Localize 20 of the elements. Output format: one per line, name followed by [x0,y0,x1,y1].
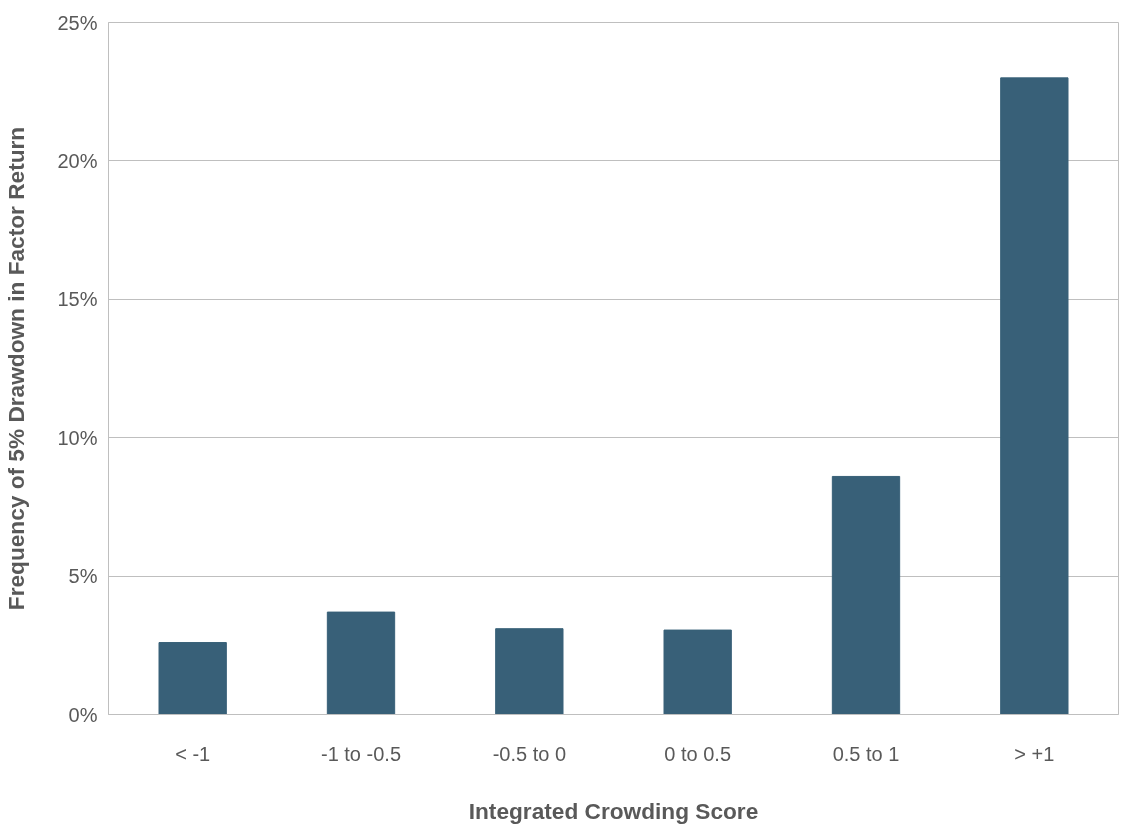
y-axis-title: Frequency of 5% Drawdown in Factor Return [3,126,30,611]
bar [831,475,901,715]
bar [326,611,396,715]
x-tick-label: 0 to 0.5 [664,742,732,765]
y-tick-label: 5% [68,565,98,588]
y-tick-label: 25% [57,11,98,34]
bar [1000,77,1069,715]
bar [158,642,227,715]
y-tick-label: 20% [57,149,98,172]
y-tick-label: 0% [68,703,98,726]
x-tick-label: -1 to -0.5 [320,742,402,765]
x-tick-label: -0.5 to 0 [492,742,567,765]
y-tick-label: 10% [57,426,98,449]
bar [495,628,564,715]
x-tick-label: < -1 [175,742,211,765]
x-tick-label: 0.5 to 1 [832,742,900,765]
y-tick-label: 15% [57,288,98,311]
bar [663,629,732,715]
x-axis-title: Integrated Crowding Score [468,797,759,824]
x-tick-label: > +1 [1014,742,1055,765]
